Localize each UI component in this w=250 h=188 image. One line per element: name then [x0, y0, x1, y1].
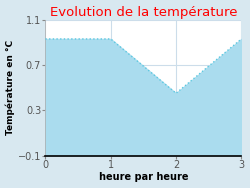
X-axis label: heure par heure: heure par heure: [99, 172, 188, 182]
Title: Evolution de la température: Evolution de la température: [50, 6, 237, 19]
Y-axis label: Température en °C: Température en °C: [6, 40, 15, 135]
